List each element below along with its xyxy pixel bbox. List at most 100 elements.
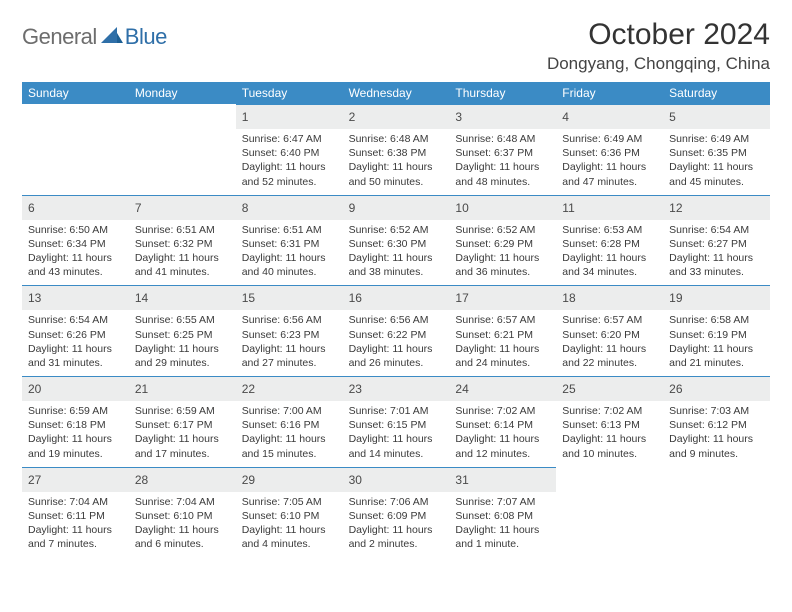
day-number-row: 13 (22, 285, 129, 310)
sunset-text: Sunset: 6:09 PM (349, 509, 444, 523)
calendar-cell: 4Sunrise: 6:49 AMSunset: 6:36 PMDaylight… (556, 104, 663, 195)
day-header: Thursday (449, 82, 556, 104)
day-number-row: 21 (129, 376, 236, 401)
logo-text-blue: Blue (125, 24, 167, 50)
sunset-text: Sunset: 6:21 PM (455, 328, 550, 342)
calendar-cell: 21Sunrise: 6:59 AMSunset: 6:17 PMDayligh… (129, 376, 236, 467)
cell-body: Sunrise: 6:52 AMSunset: 6:30 PMDaylight:… (343, 220, 450, 286)
calendar-cell: 6Sunrise: 6:50 AMSunset: 6:34 PMDaylight… (22, 195, 129, 286)
day-number: 8 (242, 201, 249, 215)
location-subtitle: Dongyang, Chongqing, China (547, 54, 770, 74)
daylight-text: Daylight: 11 hours and 19 minutes. (28, 432, 123, 460)
day-number-row: 29 (236, 467, 343, 492)
calendar-cell: 20Sunrise: 6:59 AMSunset: 6:18 PMDayligh… (22, 376, 129, 467)
calendar-cell: 28Sunrise: 7:04 AMSunset: 6:10 PMDayligh… (129, 467, 236, 558)
cell-body: Sunrise: 6:57 AMSunset: 6:20 PMDaylight:… (556, 310, 663, 376)
calendar-week: 13Sunrise: 6:54 AMSunset: 6:26 PMDayligh… (22, 285, 770, 376)
calendar-cell: 3Sunrise: 6:48 AMSunset: 6:37 PMDaylight… (449, 104, 556, 195)
calendar-cell: 12Sunrise: 6:54 AMSunset: 6:27 PMDayligh… (663, 195, 770, 286)
daylight-text: Daylight: 11 hours and 43 minutes. (28, 251, 123, 279)
sunrise-text: Sunrise: 6:56 AM (242, 313, 337, 327)
calendar-cell: 13Sunrise: 6:54 AMSunset: 6:26 PMDayligh… (22, 285, 129, 376)
day-number-row: 25 (556, 376, 663, 401)
calendar-cell (22, 104, 129, 195)
cell-body: Sunrise: 6:56 AMSunset: 6:23 PMDaylight:… (236, 310, 343, 376)
sunrise-text: Sunrise: 7:01 AM (349, 404, 444, 418)
sunrise-text: Sunrise: 6:49 AM (562, 132, 657, 146)
sunrise-text: Sunrise: 6:57 AM (562, 313, 657, 327)
sunrise-text: Sunrise: 6:57 AM (455, 313, 550, 327)
calendar-cell: 25Sunrise: 7:02 AMSunset: 6:13 PMDayligh… (556, 376, 663, 467)
day-number: 22 (242, 382, 255, 396)
calendar-cell: 16Sunrise: 6:56 AMSunset: 6:22 PMDayligh… (343, 285, 450, 376)
daylight-text: Daylight: 11 hours and 29 minutes. (135, 342, 230, 370)
sunrise-text: Sunrise: 6:58 AM (669, 313, 764, 327)
sunset-text: Sunset: 6:13 PM (562, 418, 657, 432)
day-number: 16 (349, 291, 362, 305)
sunset-text: Sunset: 6:26 PM (28, 328, 123, 342)
calendar: SundayMondayTuesdayWednesdayThursdayFrid… (22, 82, 770, 557)
daylight-text: Daylight: 11 hours and 12 minutes. (455, 432, 550, 460)
day-header: Wednesday (343, 82, 450, 104)
logo-text-general: General (22, 24, 97, 50)
day-number: 10 (455, 201, 468, 215)
day-number: 30 (349, 473, 362, 487)
day-number-row: 28 (129, 467, 236, 492)
sunset-text: Sunset: 6:29 PM (455, 237, 550, 251)
sunrise-text: Sunrise: 7:04 AM (135, 495, 230, 509)
sunset-text: Sunset: 6:11 PM (28, 509, 123, 523)
calendar-cell (663, 467, 770, 558)
daylight-text: Daylight: 11 hours and 33 minutes. (669, 251, 764, 279)
day-number: 13 (28, 291, 41, 305)
daylight-text: Daylight: 11 hours and 38 minutes. (349, 251, 444, 279)
calendar-cell: 26Sunrise: 7:03 AMSunset: 6:12 PMDayligh… (663, 376, 770, 467)
cell-body: Sunrise: 6:51 AMSunset: 6:32 PMDaylight:… (129, 220, 236, 286)
cell-body: Sunrise: 6:47 AMSunset: 6:40 PMDaylight:… (236, 129, 343, 195)
day-number-row: 7 (129, 195, 236, 220)
sunrise-text: Sunrise: 7:02 AM (562, 404, 657, 418)
sunrise-text: Sunrise: 6:47 AM (242, 132, 337, 146)
day-number: 25 (562, 382, 575, 396)
cell-body: Sunrise: 6:59 AMSunset: 6:18 PMDaylight:… (22, 401, 129, 467)
day-number: 29 (242, 473, 255, 487)
day-number-row: 12 (663, 195, 770, 220)
day-number: 3 (455, 110, 462, 124)
sunset-text: Sunset: 6:16 PM (242, 418, 337, 432)
calendar-cell: 11Sunrise: 6:53 AMSunset: 6:28 PMDayligh… (556, 195, 663, 286)
sunset-text: Sunset: 6:12 PM (669, 418, 764, 432)
daylight-text: Daylight: 11 hours and 21 minutes. (669, 342, 764, 370)
cell-body: Sunrise: 6:58 AMSunset: 6:19 PMDaylight:… (663, 310, 770, 376)
sunset-text: Sunset: 6:27 PM (669, 237, 764, 251)
sunset-text: Sunset: 6:10 PM (242, 509, 337, 523)
day-number-row: 19 (663, 285, 770, 310)
day-number-row: 6 (22, 195, 129, 220)
sunrise-text: Sunrise: 6:48 AM (455, 132, 550, 146)
sunset-text: Sunset: 6:23 PM (242, 328, 337, 342)
day-number-row: 3 (449, 104, 556, 129)
day-header: Sunday (22, 82, 129, 104)
day-number: 18 (562, 291, 575, 305)
calendar-cell: 31Sunrise: 7:07 AMSunset: 6:08 PMDayligh… (449, 467, 556, 558)
header: General Blue October 2024 Dongyang, Chon… (22, 18, 770, 74)
sunset-text: Sunset: 6:32 PM (135, 237, 230, 251)
day-number-row: 31 (449, 467, 556, 492)
day-number: 15 (242, 291, 255, 305)
day-number: 28 (135, 473, 148, 487)
calendar-week: 20Sunrise: 6:59 AMSunset: 6:18 PMDayligh… (22, 376, 770, 467)
daylight-text: Daylight: 11 hours and 50 minutes. (349, 160, 444, 188)
sunset-text: Sunset: 6:22 PM (349, 328, 444, 342)
calendar-cell: 7Sunrise: 6:51 AMSunset: 6:32 PMDaylight… (129, 195, 236, 286)
sunset-text: Sunset: 6:18 PM (28, 418, 123, 432)
sunrise-text: Sunrise: 6:55 AM (135, 313, 230, 327)
day-number-row: 17 (449, 285, 556, 310)
cell-body: Sunrise: 6:49 AMSunset: 6:36 PMDaylight:… (556, 129, 663, 195)
sunrise-text: Sunrise: 6:53 AM (562, 223, 657, 237)
calendar-cell: 27Sunrise: 7:04 AMSunset: 6:11 PMDayligh… (22, 467, 129, 558)
cell-body: Sunrise: 7:05 AMSunset: 6:10 PMDaylight:… (236, 492, 343, 558)
daylight-text: Daylight: 11 hours and 26 minutes. (349, 342, 444, 370)
daylight-text: Daylight: 11 hours and 1 minute. (455, 523, 550, 551)
sunrise-text: Sunrise: 6:59 AM (135, 404, 230, 418)
cell-body: Sunrise: 6:57 AMSunset: 6:21 PMDaylight:… (449, 310, 556, 376)
sunrise-text: Sunrise: 6:52 AM (455, 223, 550, 237)
cell-body: Sunrise: 7:07 AMSunset: 6:08 PMDaylight:… (449, 492, 556, 558)
